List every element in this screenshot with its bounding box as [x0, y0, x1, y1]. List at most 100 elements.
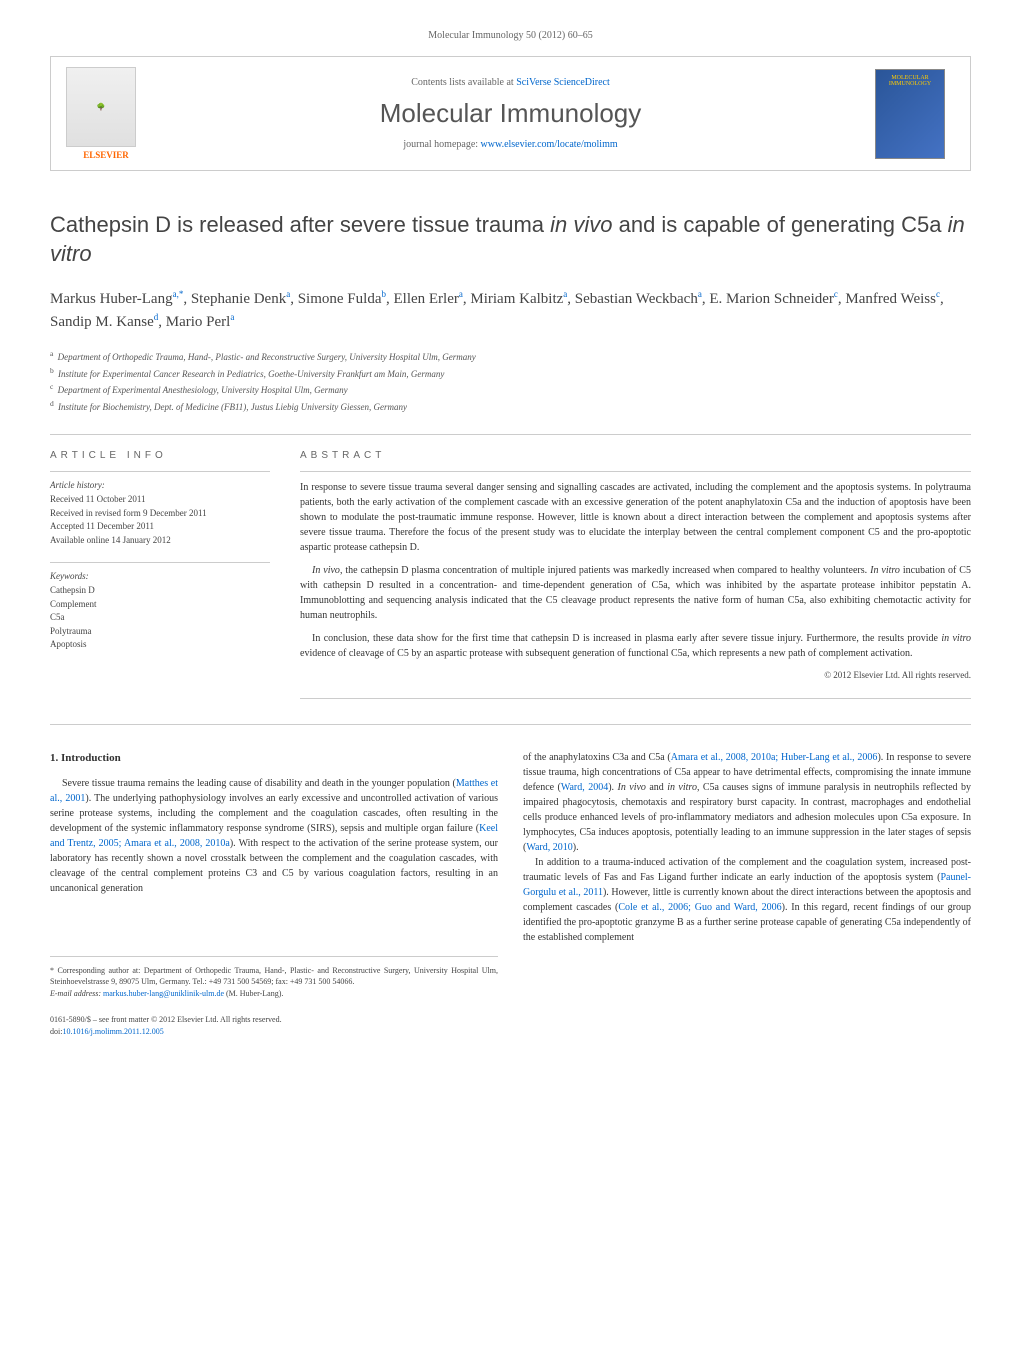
authors-list: Markus Huber-Langa,*, Stephanie Denka, S… — [50, 288, 971, 333]
email-name: (M. Huber-Lang). — [224, 989, 283, 998]
email-link[interactable]: markus.huber-lang@uniklinik-ulm.de — [103, 989, 224, 998]
author: Manfred Weissc — [845, 291, 940, 307]
affiliation-sup: d — [50, 399, 54, 408]
col2-p1-suffix: ). — [573, 842, 579, 853]
affiliation: a Department of Orthopedic Trauma, Hand-… — [50, 348, 971, 365]
email-row: E-mail address: markus.huber-lang@unikli… — [50, 988, 498, 999]
col2-italic2: in vitro — [667, 782, 697, 793]
abstract-p2-italic2: In vitro — [870, 565, 900, 576]
doi-link[interactable]: 10.1016/j.molimm.2011.12.005 — [62, 1027, 163, 1036]
author: Simone Fuldab — [298, 291, 386, 307]
author-sup: c — [936, 289, 940, 299]
abstract-p3: In conclusion, these data show for the f… — [300, 631, 971, 661]
article-title: Cathepsin D is released after severe tis… — [50, 211, 971, 268]
affiliation-sup: c — [50, 382, 53, 391]
author: E. Marion Schneiderc — [709, 291, 838, 307]
body-col1-p1: Severe tissue trauma remains the leading… — [50, 776, 498, 896]
history-section: Article history: Received 11 October 201… — [50, 471, 270, 547]
keywords-label: Keywords: — [50, 571, 270, 581]
elsevier-tree-icon: 🌳 — [66, 67, 136, 147]
affiliation: b Institute for Experimental Cancer Rese… — [50, 365, 971, 382]
homepage-text: journal homepage: www.elsevier.com/locat… — [146, 139, 875, 150]
abstract-p2-italic1: In vivo — [312, 565, 340, 576]
col2-p1-mid3: and — [646, 782, 667, 793]
info-abstract-row: ARTICLE INFO Article history: Received 1… — [50, 450, 971, 699]
cover-title: MOLECULAR IMMUNOLOGY — [878, 75, 942, 87]
col1-prefix: Severe tissue trauma remains the leading… — [62, 778, 456, 789]
col1-mid1: ). The underlying pathophysiology involv… — [50, 793, 498, 834]
affiliation: d Institute for Biochemistry, Dept. of M… — [50, 398, 971, 415]
elsevier-label: ELSEVIER — [66, 150, 146, 160]
ref-link[interactable]: Amara et al., 2008, 2010a; Huber-Lang et… — [671, 752, 878, 763]
abstract-p2: In vivo, the cathepsin D plasma concentr… — [300, 563, 971, 623]
author: Mario Perla — [166, 314, 235, 330]
author: Markus Huber-Langa,* — [50, 291, 183, 307]
body-col-right: of the anaphylatoxins C3a and C5a (Amara… — [523, 750, 971, 1038]
abstract-p3-suffix: evidence of cleavage of C5 by an asparti… — [300, 648, 913, 659]
abstract-text: In response to severe tissue trauma seve… — [300, 471, 971, 683]
author-sup: a — [286, 289, 290, 299]
author: Stephanie Denka — [191, 291, 290, 307]
ref-link[interactable]: Ward, 2010 — [526, 842, 572, 853]
ref-link[interactable]: Ward, 2004 — [561, 782, 608, 793]
body-columns: 1. Introduction Severe tissue trauma rem… — [50, 750, 971, 1038]
corr-text: * Corresponding author at: Department of… — [50, 965, 498, 987]
banner-center: Contents lists available at SciVerse Sci… — [146, 77, 875, 150]
homepage-link[interactable]: www.elsevier.com/locate/molimm — [481, 139, 618, 150]
affiliation-sup: a — [50, 349, 53, 358]
author: Ellen Erlera — [393, 291, 462, 307]
author-sup: a — [459, 289, 463, 299]
section-heading: 1. Introduction — [50, 750, 498, 767]
author: Sebastian Weckbacha — [575, 291, 702, 307]
corresponding-author-footer: * Corresponding author at: Department of… — [50, 956, 498, 999]
abstract-copyright: © 2012 Elsevier Ltd. All rights reserved… — [300, 669, 971, 683]
sciencedirect-link[interactable]: SciVerse ScienceDirect — [516, 77, 610, 88]
doi-label: doi: — [50, 1027, 62, 1036]
affiliation: c Department of Experimental Anesthesiol… — [50, 381, 971, 398]
body-col2-p2: In addition to a trauma-induced activati… — [523, 855, 971, 945]
affiliations-list: a Department of Orthopedic Trauma, Hand-… — [50, 348, 971, 414]
author-sup: a — [698, 289, 702, 299]
abstract-p3-italic: in vitro — [941, 633, 971, 644]
author-sup: a — [563, 289, 567, 299]
journal-name: Molecular Immunology — [146, 98, 875, 129]
history-label: Article history: — [50, 480, 270, 490]
author-sup: a — [230, 312, 234, 322]
contents-available-text: Contents lists available at SciVerse Sci… — [146, 77, 875, 88]
body-col-left: 1. Introduction Severe tissue trauma rem… — [50, 750, 498, 1038]
keywords-text: Cathepsin DComplementC5aPolytraumaApopto… — [50, 584, 270, 652]
abstract-heading: ABSTRACT — [300, 450, 971, 461]
author-sup: c — [834, 289, 838, 299]
doi-section: 0161-5890/$ – see front matter © 2012 El… — [50, 1014, 498, 1038]
divider — [50, 724, 971, 725]
email-label: E-mail address: — [50, 989, 103, 998]
contents-prefix: Contents lists available at — [411, 77, 516, 88]
journal-cover-block: MOLECULAR IMMUNOLOGY — [875, 69, 955, 159]
author-sup: b — [381, 289, 386, 299]
abstract-p3-prefix: In conclusion, these data show for the f… — [312, 633, 941, 644]
homepage-prefix: journal homepage: — [403, 139, 480, 150]
abstract-bottom-divider — [300, 698, 971, 699]
body-col2-p1: of the anaphylatoxins C3a and C5a (Amara… — [523, 750, 971, 855]
author: Miriam Kalbitza — [470, 291, 567, 307]
journal-citation: Molecular Immunology 50 (2012) 60–65 — [50, 30, 971, 41]
ref-link[interactable]: Cole et al., 2006; Guo and Ward, 2006 — [618, 902, 781, 913]
journal-banner: 🌳 ELSEVIER Contents lists available at S… — [50, 56, 971, 171]
title-part2: and is capable of generating C5a — [612, 212, 947, 237]
abstract-p2-mid1: , the cathepsin D plasma concentration o… — [340, 565, 870, 576]
col2-italic1: In vivo — [617, 782, 645, 793]
divider — [50, 434, 971, 435]
title-part1: Cathepsin D is released after severe tis… — [50, 212, 550, 237]
publisher-logo-block: 🌳 ELSEVIER — [66, 67, 146, 160]
author-sup: d — [154, 312, 159, 322]
history-text: Received 11 October 2011Received in revi… — [50, 493, 270, 547]
keywords-section: Keywords: Cathepsin DComplementC5aPolytr… — [50, 562, 270, 652]
abstract-p1: In response to severe tissue trauma seve… — [300, 480, 971, 555]
issn-text: 0161-5890/$ – see front matter © 2012 El… — [50, 1014, 498, 1026]
article-info-col: ARTICLE INFO Article history: Received 1… — [50, 450, 270, 699]
author: Sandip M. Kansed — [50, 314, 158, 330]
journal-cover-image: MOLECULAR IMMUNOLOGY — [875, 69, 945, 159]
title-italic1: in vivo — [550, 212, 612, 237]
info-heading: ARTICLE INFO — [50, 450, 270, 461]
affiliation-sup: b — [50, 366, 54, 375]
